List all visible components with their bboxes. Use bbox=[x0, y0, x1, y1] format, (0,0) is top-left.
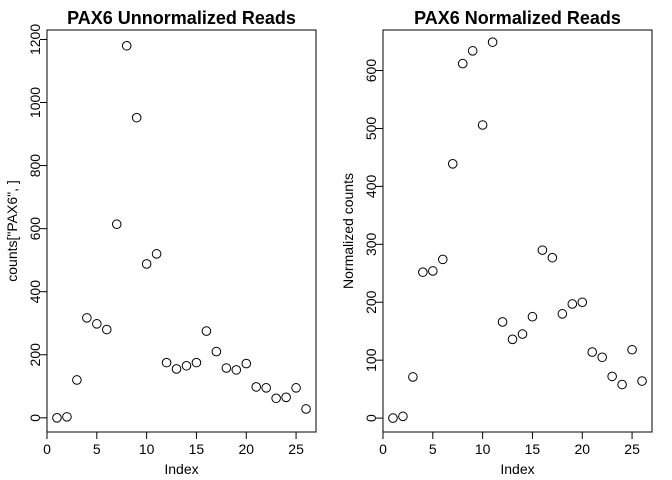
data-point bbox=[527, 311, 538, 322]
data-point bbox=[517, 329, 528, 339]
data-point bbox=[507, 334, 518, 345]
data-point bbox=[487, 37, 498, 47]
data-point bbox=[221, 363, 232, 373]
data-point bbox=[418, 267, 428, 277]
x-tick-label: 10 bbox=[475, 441, 491, 457]
y-tick-label: 1200 bbox=[27, 24, 43, 55]
y-tick-label: 200 bbox=[363, 290, 379, 314]
data-point bbox=[52, 413, 62, 423]
y-tick-label: 300 bbox=[363, 232, 379, 256]
x-tick-label: 15 bbox=[189, 441, 205, 457]
y-tick-label: 0 bbox=[27, 414, 43, 422]
x-tick-label: 0 bbox=[379, 441, 387, 457]
data-point bbox=[497, 317, 508, 327]
x-tick-label: 20 bbox=[238, 441, 254, 457]
data-point bbox=[467, 46, 478, 56]
y-axis-label: counts["PAX6", ] bbox=[4, 180, 20, 282]
y-tick-label: 500 bbox=[363, 117, 379, 141]
data-point bbox=[141, 259, 152, 269]
data-point bbox=[637, 376, 647, 386]
data-point bbox=[201, 326, 212, 336]
y-tick-label: 200 bbox=[27, 343, 43, 367]
y-tick-label: 800 bbox=[27, 154, 43, 178]
data-point bbox=[111, 219, 122, 230]
data-point bbox=[261, 383, 271, 393]
data-point bbox=[577, 297, 588, 308]
y-tick-label: 600 bbox=[27, 217, 43, 241]
data-point bbox=[251, 382, 262, 392]
data-point bbox=[231, 365, 242, 375]
right-chart-panel: PAX6 Normalized Reads 0 5 10 15 20 25 Index 0 100… bbox=[340, 8, 653, 477]
data-point bbox=[121, 40, 132, 51]
data-point bbox=[241, 358, 252, 369]
y-axis-label: Normalized counts bbox=[340, 173, 356, 289]
y-tick-label: 600 bbox=[363, 59, 379, 83]
data-point bbox=[171, 364, 182, 374]
data-point bbox=[597, 352, 607, 363]
data-point bbox=[477, 120, 488, 130]
data-point bbox=[567, 299, 578, 309]
x-tick-label: 0 bbox=[43, 441, 51, 457]
data-point bbox=[181, 360, 192, 371]
data-point bbox=[537, 245, 548, 255]
data-point bbox=[82, 313, 92, 323]
chart-title: PAX6 Unnormalized Reads bbox=[67, 8, 296, 28]
data-point bbox=[388, 413, 398, 423]
y-tick-label: 400 bbox=[363, 175, 379, 199]
data-point bbox=[281, 392, 291, 403]
data-point bbox=[457, 58, 468, 69]
data-point bbox=[151, 249, 162, 259]
data-point bbox=[437, 254, 448, 265]
data-point bbox=[627, 344, 637, 355]
y-tick-label: 400 bbox=[27, 280, 43, 304]
data-point bbox=[291, 383, 301, 393]
data-point bbox=[301, 404, 311, 414]
data-point bbox=[398, 411, 408, 422]
data-point bbox=[92, 319, 102, 329]
data-point bbox=[101, 324, 112, 335]
left-chart-panel: PAX6 Unnormalized Reads 0 5 10 15 20 25 Index 0 2… bbox=[4, 8, 317, 477]
x-tick-label: 5 bbox=[93, 441, 101, 457]
data-point bbox=[161, 357, 172, 368]
x-tick-label: 15 bbox=[525, 441, 541, 457]
data-point bbox=[191, 357, 202, 368]
x-tick-label: 25 bbox=[288, 441, 304, 457]
x-tick-label: 10 bbox=[139, 441, 155, 457]
data-point bbox=[408, 372, 418, 382]
data-point bbox=[271, 393, 281, 404]
x-axis-label: Index bbox=[500, 461, 534, 477]
y-tick-label: 0 bbox=[363, 414, 379, 422]
data-point bbox=[607, 371, 617, 382]
data-point bbox=[557, 309, 568, 319]
data-point bbox=[72, 375, 82, 385]
data-point bbox=[587, 347, 598, 357]
plot-frame bbox=[46, 29, 317, 433]
data-point bbox=[547, 252, 558, 263]
x-tick-label: 20 bbox=[574, 441, 590, 457]
data-point bbox=[131, 112, 142, 123]
chart-title: PAX6 Normalized Reads bbox=[414, 8, 621, 28]
y-tick-label: 1000 bbox=[27, 87, 43, 118]
x-axis-label: Index bbox=[164, 461, 198, 477]
data-point bbox=[211, 346, 222, 357]
x-tick-label: 25 bbox=[624, 441, 640, 457]
data-point bbox=[428, 266, 438, 276]
y-tick-label: 100 bbox=[363, 348, 379, 372]
data-point bbox=[447, 159, 458, 169]
data-point bbox=[62, 412, 72, 422]
x-tick-label: 5 bbox=[429, 441, 437, 457]
data-point bbox=[617, 379, 627, 390]
